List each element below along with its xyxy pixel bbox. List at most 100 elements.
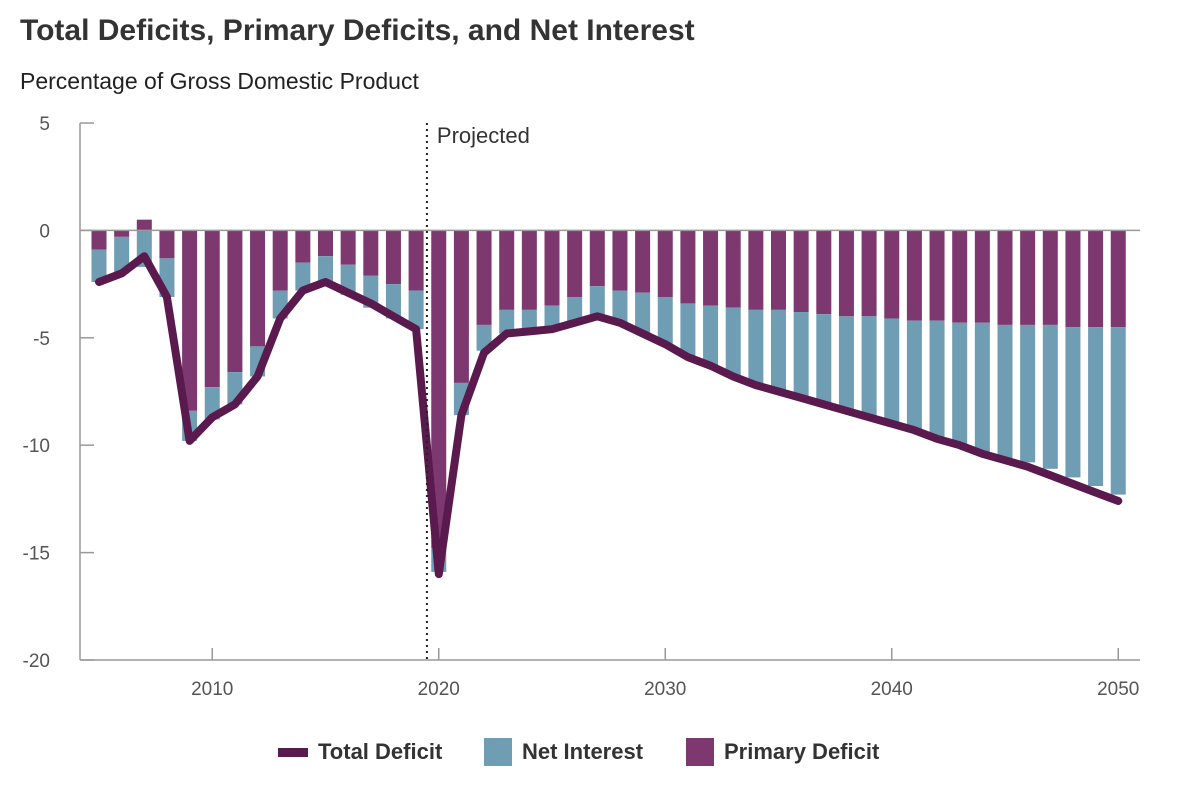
net-interest-bar-2041 bbox=[906, 320, 922, 431]
net-interest-bar-2024 bbox=[521, 309, 537, 332]
primary-deficit-bar-2030 bbox=[657, 230, 673, 297]
net-interest-bar-2030 bbox=[657, 296, 673, 345]
primary-deficit-bar-2025 bbox=[544, 230, 560, 306]
primary-deficit-bar-2032 bbox=[703, 230, 719, 306]
primary-deficit-bar-2007 bbox=[136, 219, 152, 231]
primary-deficit-bar-2005 bbox=[91, 230, 107, 250]
net-interest-bar-2023 bbox=[499, 309, 515, 334]
net-interest-bar-2049 bbox=[1088, 327, 1104, 487]
legend-item-net-interest: Net Interest bbox=[484, 732, 643, 772]
net-interest-bar-2039 bbox=[861, 316, 877, 416]
x-tick-label: 2020 bbox=[418, 679, 460, 700]
net-interest-bar-2022 bbox=[476, 324, 492, 351]
primary-deficit-bar-2012 bbox=[250, 230, 266, 347]
primary-deficit-bar-2037 bbox=[816, 230, 832, 315]
net-interest-bar-2005 bbox=[91, 249, 107, 282]
chart-subtitle: Percentage of Gross Domestic Product bbox=[20, 68, 419, 94]
primary-deficit-bar-2047 bbox=[1042, 230, 1058, 325]
net-interest-bar-2042 bbox=[929, 320, 945, 437]
primary-deficit-bar-2014 bbox=[295, 230, 311, 263]
primary-deficit-bar-2038 bbox=[838, 230, 854, 317]
primary-deficit-bar-2006 bbox=[114, 230, 130, 237]
net-interest-bar-2045 bbox=[997, 324, 1013, 459]
primary-deficit-bar-2022 bbox=[476, 230, 492, 325]
net-interest-bar-2034 bbox=[748, 309, 764, 386]
primary-deficit-bar-2039 bbox=[861, 230, 877, 317]
legend-item-total-deficit: Total Deficit bbox=[278, 732, 442, 772]
net-interest-bar-2048 bbox=[1065, 327, 1081, 478]
primary-deficit-bar-2035 bbox=[771, 230, 786, 310]
x-tick-label: 2030 bbox=[644, 679, 686, 700]
y-tick-label: -20 bbox=[23, 651, 50, 672]
primary-deficit-bar-2020 bbox=[431, 230, 447, 549]
primary-deficit-bar-2043 bbox=[952, 230, 968, 323]
primary-deficit-bar-2019 bbox=[408, 230, 424, 291]
primary-deficit-bar-2033 bbox=[725, 230, 741, 308]
net-interest-bar-2043 bbox=[952, 322, 968, 446]
x-tick-label: 2050 bbox=[1097, 679, 1139, 700]
axes-layer: 5 0 -5 -10 -15 -20 2010 2020 2030 2040 2050 bbox=[23, 114, 1140, 700]
y-tick-label: -15 bbox=[23, 544, 50, 565]
annotation-layer: Projected bbox=[425, 123, 530, 660]
line-layer bbox=[95, 252, 1123, 579]
primary-deficit-bar-2036 bbox=[793, 230, 809, 313]
primary-deficit-bar-2044 bbox=[974, 230, 990, 323]
bars-layer bbox=[91, 219, 1126, 572]
y-tick-label: 5 bbox=[39, 114, 50, 135]
x-tick-label: 2010 bbox=[191, 679, 233, 700]
legend: Total Deficit Net Interest Primary Defic… bbox=[0, 732, 1200, 772]
primary-deficit-bar-2031 bbox=[680, 230, 696, 304]
primary-deficit-bar-2018 bbox=[385, 230, 401, 285]
net-interest-bar-2015 bbox=[318, 256, 333, 285]
net-interest-bar-2032 bbox=[703, 305, 719, 366]
net-interest-swatch-icon bbox=[484, 738, 512, 766]
primary-deficit-bar-2017 bbox=[363, 230, 379, 276]
net-interest-bar-2046 bbox=[1020, 324, 1036, 463]
net-interest-bar-2038 bbox=[838, 316, 854, 411]
primary-deficit-bar-2013 bbox=[272, 230, 288, 291]
primary-deficit-bar-2045 bbox=[997, 230, 1013, 325]
total-deficit-line bbox=[95, 252, 1123, 579]
primary-deficit-bar-2041 bbox=[906, 230, 922, 321]
legend-label-net-interest: Net Interest bbox=[522, 739, 644, 764]
primary-deficit-bar-2046 bbox=[1020, 230, 1036, 325]
net-interest-bar-2025 bbox=[544, 305, 560, 330]
total-deficit-line-icon bbox=[278, 747, 308, 757]
primary-deficit-bar-2048 bbox=[1065, 230, 1081, 328]
net-interest-bar-2006 bbox=[114, 236, 130, 274]
net-interest-bar-2047 bbox=[1042, 324, 1058, 469]
legend-item-primary-deficit: Primary Deficit bbox=[686, 732, 879, 772]
net-interest-bar-2031 bbox=[680, 303, 696, 358]
primary-deficit-bar-2034 bbox=[748, 230, 764, 310]
primary-deficit-bar-2010 bbox=[204, 230, 220, 388]
net-interest-bar-2029 bbox=[635, 292, 651, 334]
primary-deficit-bar-2026 bbox=[567, 230, 583, 297]
chart-plot: 5 0 -5 -10 -15 -20 2010 2020 2030 2040 2050 Projec… bbox=[23, 114, 1140, 700]
net-interest-bar-2035 bbox=[771, 309, 786, 390]
legend-label-primary-deficit: Primary Deficit bbox=[724, 739, 880, 764]
primary-deficit-bar-2024 bbox=[521, 230, 537, 310]
legend-label-total-deficit: Total Deficit bbox=[318, 739, 443, 764]
primary-deficit-bar-2009 bbox=[182, 230, 198, 411]
primary-deficit-bar-2029 bbox=[635, 230, 651, 293]
primary-deficit-bar-2023 bbox=[499, 230, 515, 310]
chart-title: Total Deficits, Primary Deficits, and Ne… bbox=[20, 14, 695, 47]
net-interest-bar-2036 bbox=[793, 312, 809, 398]
primary-deficit-bar-2040 bbox=[884, 230, 900, 319]
net-interest-bar-2037 bbox=[816, 314, 832, 405]
primary-deficit-bar-2028 bbox=[612, 230, 628, 291]
net-interest-bar-2044 bbox=[974, 322, 990, 452]
x-tick-label: 2040 bbox=[871, 679, 913, 700]
primary-deficit-bar-2021 bbox=[453, 230, 469, 383]
projected-label: Projected bbox=[437, 123, 530, 148]
net-interest-bar-2033 bbox=[725, 307, 741, 377]
primary-deficit-swatch-icon bbox=[686, 738, 714, 766]
primary-deficit-bar-2008 bbox=[159, 230, 175, 259]
net-interest-bar-2027 bbox=[589, 286, 605, 317]
y-tick-label: 0 bbox=[39, 221, 50, 242]
primary-deficit-bar-2042 bbox=[929, 230, 945, 321]
y-tick-label: -10 bbox=[23, 436, 50, 457]
primary-deficit-bar-2011 bbox=[227, 230, 243, 373]
y-tick-label: -5 bbox=[33, 329, 50, 350]
net-interest-bar-2040 bbox=[884, 318, 900, 422]
